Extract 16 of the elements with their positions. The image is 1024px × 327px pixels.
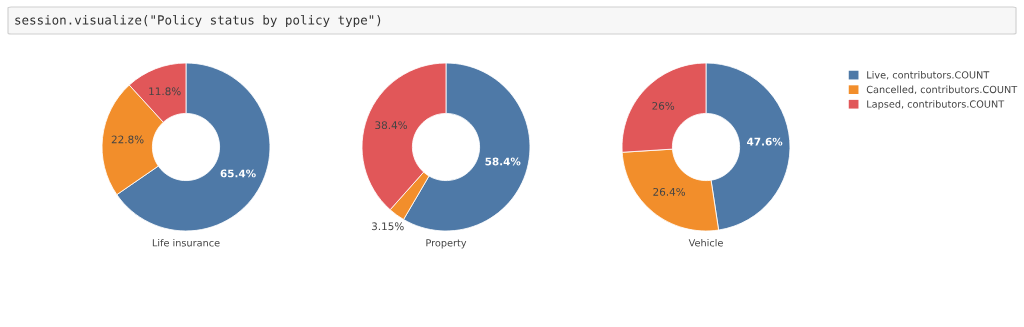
data-label: 3.15% [371,222,404,231]
data-label: 26% [652,101,675,110]
legend-label: Live, contributors.COUNT [867,71,990,80]
text: session.visualize("Policy status by policy type") [15,14,381,28]
slice-label: Vehicle [688,238,723,247]
legend-label: Cancelled, contributors.COUNT [866,85,1018,95]
legend-label: Lapsed, contributors.COUNT [867,100,1005,110]
slice-label: Life insurance [152,238,220,247]
data-label: 22.8% [111,135,144,144]
data-label: 38.4% [375,121,408,130]
data-label: 58.4% [485,157,521,166]
slice-label: Property [426,239,467,249]
data-label: 65.4% [220,169,256,178]
data-label: 11.8% [149,87,181,96]
data-label: 26.4% [653,187,686,196]
data-label: 47.6% [747,137,783,146]
